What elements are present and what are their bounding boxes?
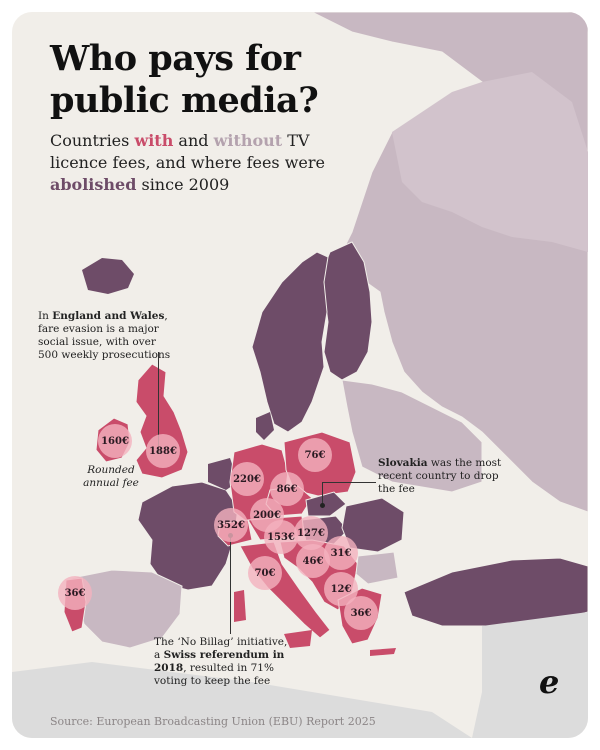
map-denmark (256, 412, 274, 440)
map-crete (370, 648, 396, 656)
subtitle-abolished: abolished (50, 175, 137, 194)
annotation-swiss-post: , resulted in 71% voting to keep the fee (154, 662, 274, 687)
map-north-africa (12, 662, 472, 738)
annotation-swiss: The ‘No Billag’ initiative, a Swiss refe… (154, 636, 294, 688)
subtitle-part4: since 2009 (136, 175, 230, 194)
annotation-england-pre: In (38, 310, 53, 322)
fee-slovenia: 153€ (264, 520, 298, 554)
annotation-swiss-pre: The ‘No Billag’ initiative, a (154, 636, 288, 661)
source-note: Source: European Broadcasting Union (EBU… (50, 715, 376, 728)
subtitle-with: with (134, 131, 174, 150)
leader-england (158, 352, 159, 452)
subtitle-without: without (213, 131, 283, 150)
fee-portugal: 36€ (58, 576, 92, 610)
map-scandinavia (251, 251, 329, 433)
fee-switzerland: 352€ (214, 508, 248, 542)
annotation-rounded: Rounded annual fee (83, 464, 139, 489)
map-romania (341, 497, 405, 553)
map-slovakia (305, 491, 347, 517)
fee-greece: 36€ (344, 596, 378, 630)
dot-slovakia (320, 503, 325, 508)
map-turkey (403, 557, 588, 627)
annotation-swiss-bold: Swiss referendum in 2018 (154, 649, 285, 674)
map-france (137, 481, 239, 591)
fee-germany: 220€ (230, 462, 264, 496)
annotation-slovakia: Slovakia was the most recent country to … (378, 457, 518, 496)
fee-poland: 76€ (298, 438, 332, 472)
map-sardinia (234, 590, 246, 622)
annotation-england: In England and Wales, fare evasion is a … (38, 310, 178, 362)
subtitle: Countries with and without TV licence fe… (50, 130, 370, 196)
map-east (341, 379, 483, 493)
subtitle-part2: and (173, 131, 214, 150)
leader-slovakia (322, 482, 323, 506)
fee-serbia: 31€ (324, 536, 358, 570)
map-middle-east (472, 612, 588, 738)
map-finland (321, 241, 373, 381)
infographic-card: Who pays for public media? Countries wit… (12, 12, 588, 738)
map-sicily (284, 630, 312, 648)
subtitle-part3: TV licence fees, and where fees were (50, 131, 326, 172)
map-bulgaria (355, 551, 399, 585)
annotation-england-bold: England and Wales (52, 310, 165, 322)
subtitle-part1: Countries (50, 131, 135, 150)
europe-map (12, 12, 588, 738)
annotation-england-post: , fare evasion is a major social issue, … (38, 310, 171, 361)
annotation-slovakia-bold: Slovakia (378, 457, 428, 469)
leader-swiss (230, 536, 231, 634)
fee-ireland: 160€ (98, 424, 132, 458)
map-russia-north (392, 72, 588, 252)
page-title: Who pays for public media? (50, 38, 319, 121)
brand-logo: e (539, 663, 560, 701)
leader-slovakia-h (322, 482, 376, 483)
fee-italy: 70€ (248, 556, 282, 590)
annotation-slovakia-post: was the most recent country to drop the … (378, 457, 502, 495)
map-iceland (82, 258, 134, 294)
fee-united-kingdom: 188€ (146, 434, 180, 468)
